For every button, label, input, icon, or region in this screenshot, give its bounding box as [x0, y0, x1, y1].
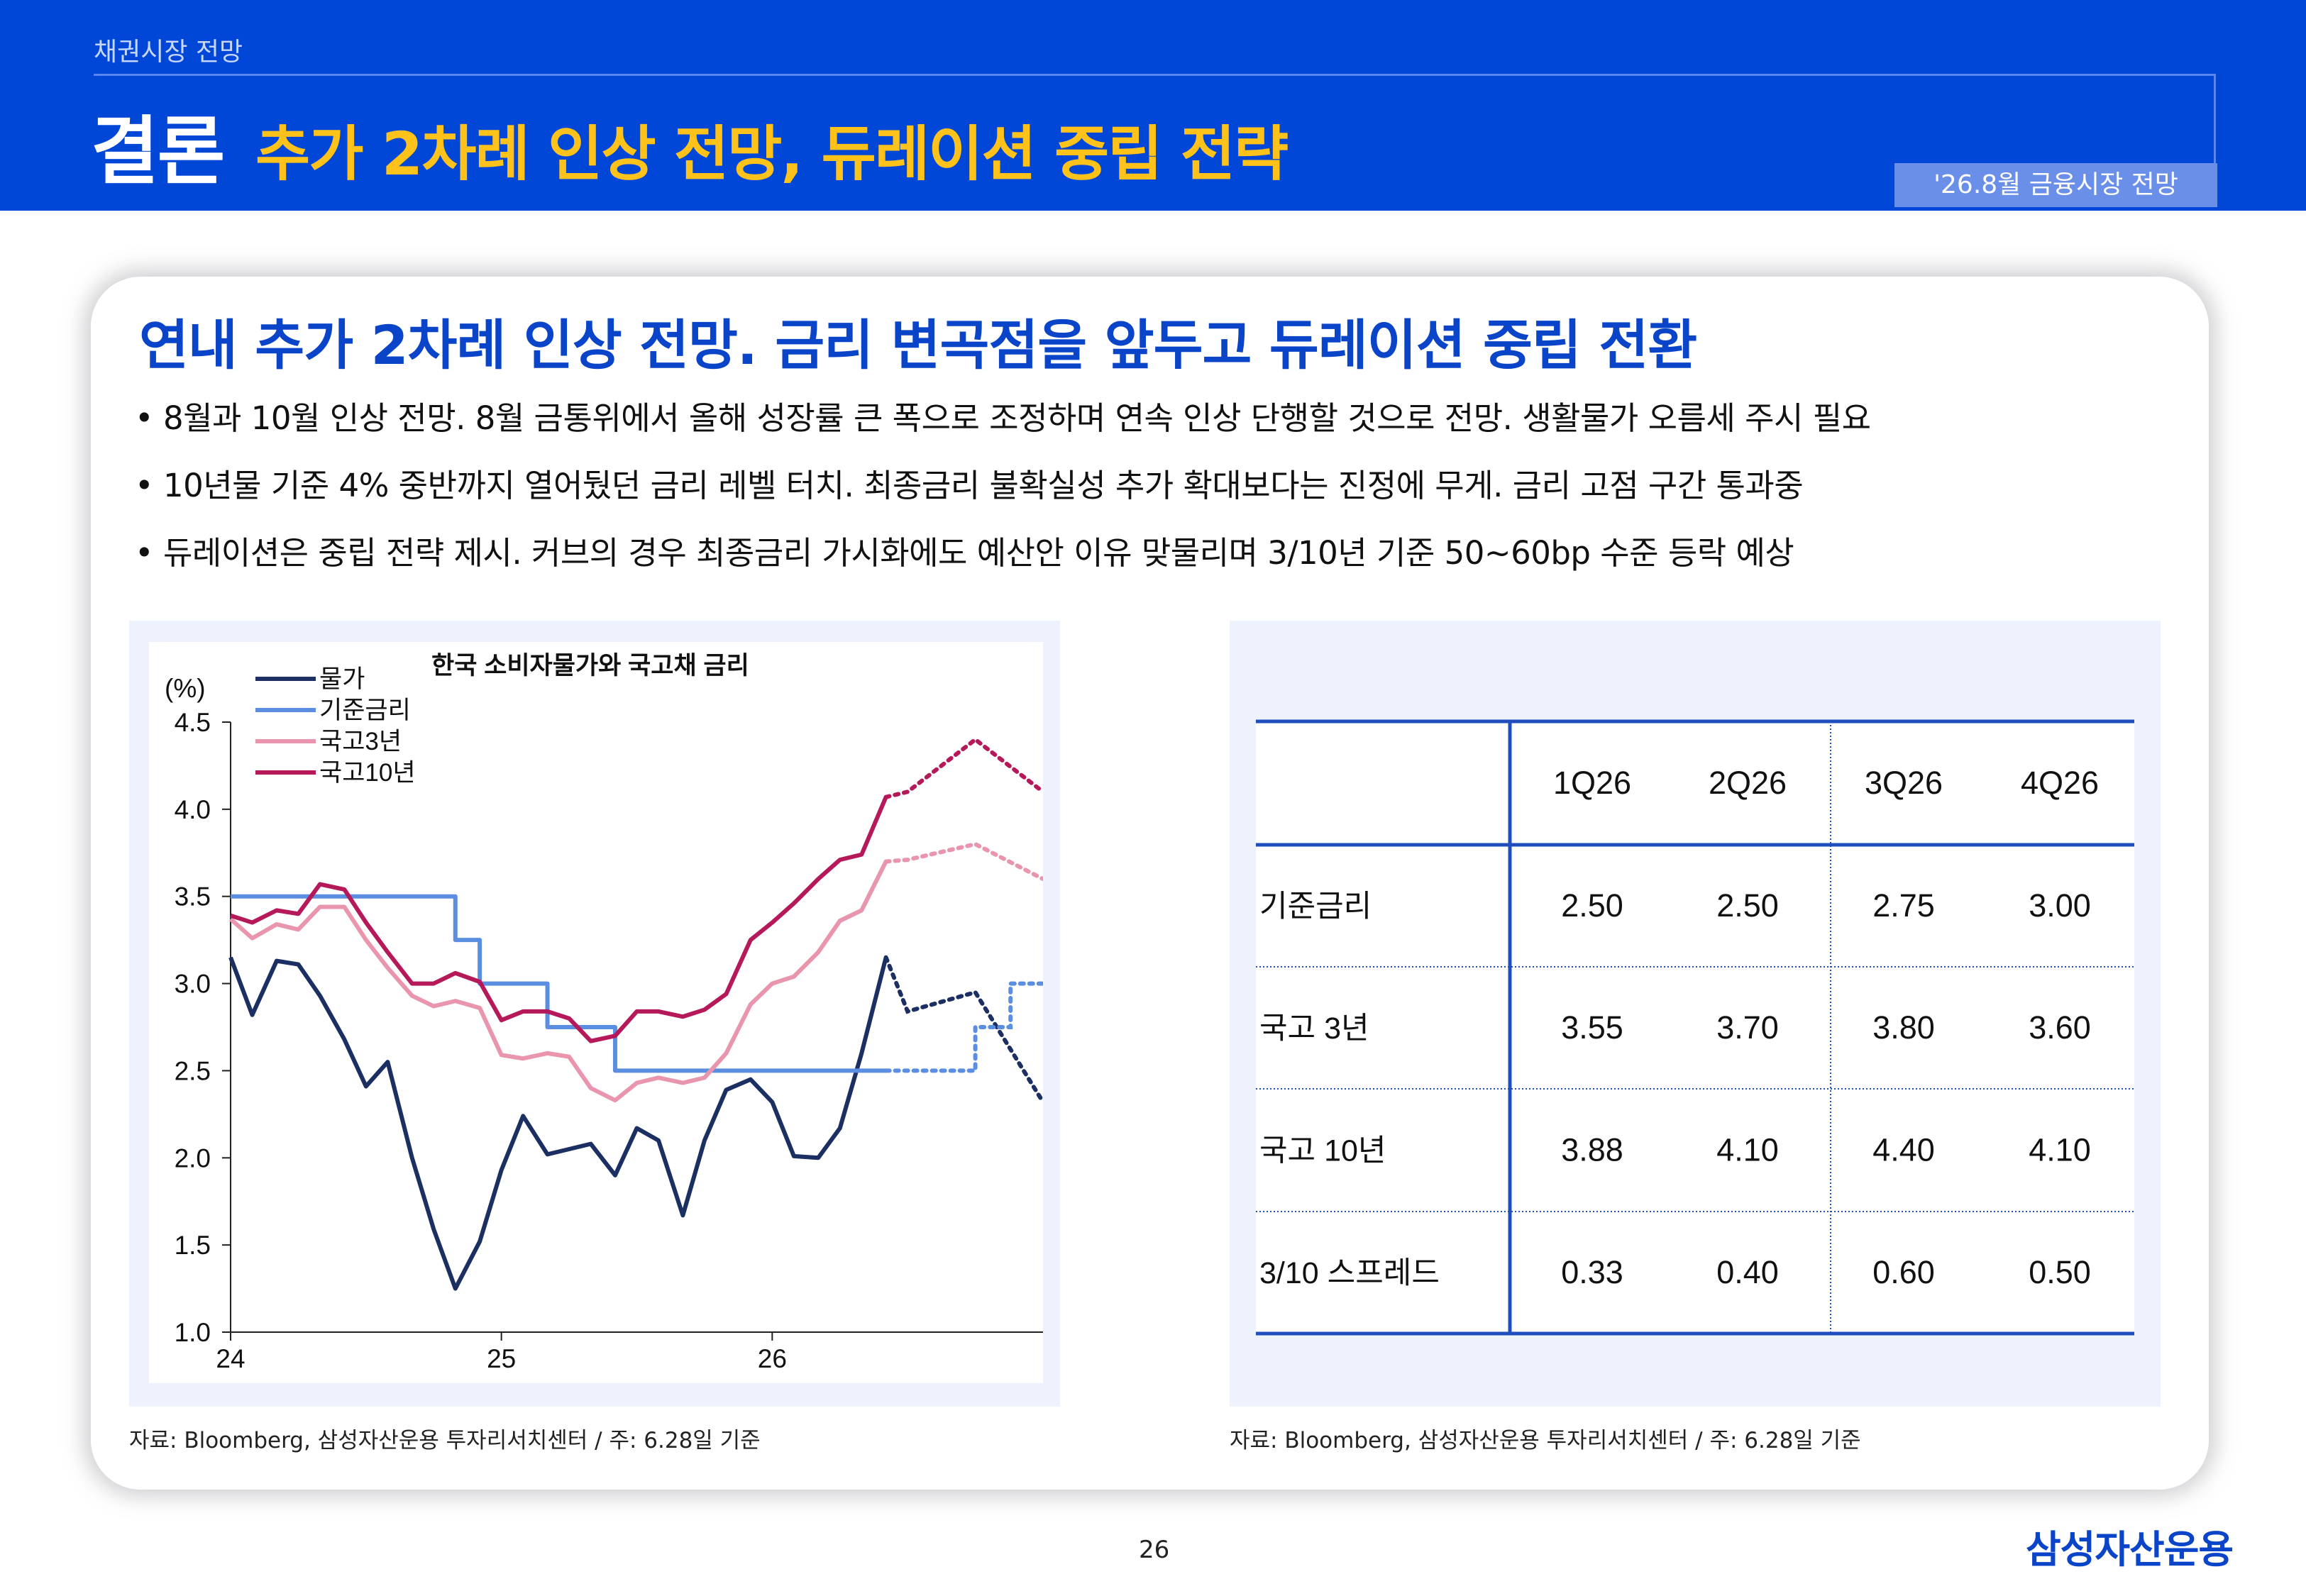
series-forecast-line-3 [883, 841, 1043, 882]
table-cell: 3.70 [1716, 1009, 1779, 1046]
table-column-header: 2Q26 [1709, 765, 1787, 801]
bullet-text: 8월과 10월 인상 전망. 8월 금통위에서 올해 성장률 큰 폭으로 조정하… [163, 399, 1871, 437]
chart-title: 한국 소비자물가와 국고채 금리 [431, 652, 749, 680]
page-number: 26 [1139, 1536, 1170, 1564]
table-row-label: 국고 3년 [1259, 1012, 1369, 1046]
legend-label: 기준금리 [319, 697, 411, 724]
table-cell: 2.75 [1872, 887, 1935, 924]
table-row-label: 국고 10년 [1259, 1134, 1386, 1168]
cpi-bond-yield-chart: 1.0 1.5 2.0 2.5 3.0 3.5 4.0 4.5 24 25 26 (%) 한국 소비자물… [149, 642, 1043, 1383]
bullet-list: • 8월과 10월 인상 전망. 8월 금통위에서 올해 성장률 큰 폭으로 조정… [135, 397, 1871, 599]
y-tick-label: 2.0 [175, 1143, 211, 1173]
chart-source-note: 자료: Bloomberg, 삼성자산운용 투자리서치센터 / 주: 6.28일… [129, 1428, 761, 1453]
rate-forecast-table: 1Q26 2Q26 3Q26 4Q26 기준금리 2.50 2.50 2.75 3.00 국고 3… [1256, 719, 2134, 1336]
series-line-1 [228, 956, 888, 1291]
table-background [1256, 721, 2134, 1334]
series-line-4 [230, 796, 888, 1043]
legend-label: 국고3년 [319, 728, 402, 755]
page-title: 결론 [91, 108, 225, 194]
series-forecast-line-1 [883, 955, 1043, 1104]
table-cell: 2.50 [1716, 887, 1779, 924]
x-tick-label: 25 [487, 1344, 516, 1373]
bullet-dot: • [135, 467, 154, 504]
series-forecast-line-2 [883, 981, 1043, 1073]
table-cell: 4.40 [1872, 1132, 1935, 1168]
header-bar: 채권시장 전망 결론 추가 2차례 인상 전망, 듀레이션 중립 전략 '26.… [0, 0, 2306, 211]
y-tick-label: 2.5 [175, 1056, 211, 1085]
table-cell: 3.80 [1872, 1009, 1935, 1046]
table-cell: 0.60 [1872, 1254, 1935, 1290]
table-source-note: 자료: Bloomberg, 삼성자산운용 투자리서치센터 / 주: 6.28일… [1230, 1428, 1861, 1453]
table-cell: 4.10 [1716, 1132, 1779, 1168]
table-column-header: 1Q26 [1553, 765, 1631, 801]
headline: 연내 추가 2차례 인상 전망. 금리 변곡점을 앞두고 듀레이션 중립 전환 [139, 314, 1697, 377]
bullet-dot: • [135, 534, 154, 572]
y-tick-label: 1.0 [175, 1318, 211, 1347]
table-cell: 4.10 [2029, 1132, 2091, 1168]
table-cell: 0.50 [2029, 1254, 2091, 1290]
y-axis-unit-label: (%) [165, 674, 206, 703]
series-line-2 [231, 894, 886, 1073]
y-tick-label: 3.0 [175, 970, 211, 999]
legend-label: 국고10년 [319, 759, 416, 787]
legend-label: 물가 [319, 665, 365, 693]
table-column-header: 3Q26 [1865, 765, 1943, 801]
bullet-item: • 10년물 기준 4% 중반까지 열어뒀던 금리 레벨 터치. 최종금리 불확실… [135, 465, 1871, 532]
header-divider-vertical [2214, 74, 2216, 166]
table-cell: 0.40 [1716, 1254, 1779, 1290]
bullet-item: • 8월과 10월 인상 전망. 8월 금통위에서 올해 성장률 큰 폭으로 조정… [135, 397, 1871, 465]
x-tick-label: 26 [758, 1344, 787, 1373]
table-row-label: 3/10 스프레드 [1259, 1256, 1440, 1290]
table-cell: 2.50 [1561, 887, 1623, 924]
y-tick-label: 1.5 [175, 1231, 211, 1260]
table-row-label: 기준금리 [1259, 890, 1372, 924]
chart-plot-background [149, 642, 1043, 1383]
table-cell: 3.55 [1561, 1009, 1623, 1046]
section-label: 채권시장 전망 [94, 38, 243, 67]
table-panel: 1Q26 2Q26 3Q26 4Q26 기준금리 2.50 2.50 2.75 3.00 국고 3… [1230, 621, 2161, 1407]
bullet-text: 듀레이션은 중립 전략 제시. 커브의 경우 최종금리 가시화에도 예산안 이유… [163, 534, 1794, 572]
y-tick-label: 4.5 [175, 708, 211, 737]
header-divider [94, 74, 2215, 76]
table-cell: 0.33 [1561, 1254, 1623, 1290]
y-tick-label: 3.5 [175, 882, 211, 911]
table-cell: 3.60 [2029, 1009, 2091, 1046]
brand-logo: 삼성자산운용 [2026, 1527, 2234, 1572]
bullet-text: 10년물 기준 4% 중반까지 열어뒀던 금리 레벨 터치. 최종금리 불확실성… [163, 467, 1804, 504]
series-line-3 [229, 860, 888, 1103]
date-tag: '26.8월 금융시장 전망 [1894, 163, 2217, 207]
series-forecast-line-4 [883, 736, 1043, 799]
table-cell: 3.88 [1561, 1132, 1623, 1168]
table-cell: 3.00 [2029, 887, 2091, 924]
page-subtitle: 추가 2차례 인상 전망, 듀레이션 중립 전략 [255, 119, 1289, 189]
y-tick-label: 4.0 [175, 795, 211, 824]
bullet-dot: • [135, 399, 154, 437]
x-tick-label: 24 [216, 1344, 245, 1373]
table-column-header: 4Q26 [2021, 765, 2099, 801]
bullet-item: • 듀레이션은 중립 전략 제시. 커브의 경우 최종금리 가시화에도 예산안 이… [135, 532, 1871, 599]
